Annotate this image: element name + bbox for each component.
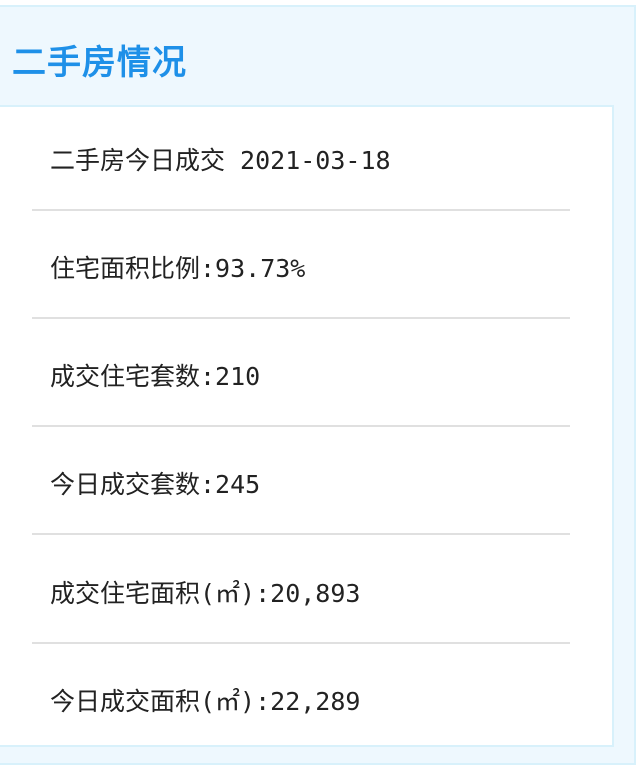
stat-row-residential-units: 成交住宅套数:210 <box>32 319 570 427</box>
stats-box: 二手房今日成交 2021-03-18 住宅面积比例:93.73% 成交住宅套数:… <box>0 105 614 747</box>
stat-row-date: 二手房今日成交 2021-03-18 <box>32 103 570 211</box>
stat-text: 二手房今日成交 2021-03-18 <box>50 146 391 175</box>
stat-row-total-area: 今日成交面积(㎡):22,289 <box>32 644 570 752</box>
stat-row-total-units: 今日成交套数:245 <box>32 427 570 535</box>
stat-text: 成交住宅面积(㎡):20,893 <box>50 579 361 608</box>
panel-title: 二手房情况 <box>12 43 187 83</box>
stat-text: 今日成交套数:245 <box>50 470 261 499</box>
stat-row-residential-area: 成交住宅面积(㎡):20,893 <box>32 536 570 644</box>
stat-text: 今日成交面积(㎡):22,289 <box>50 687 361 716</box>
stat-text: 成交住宅套数:210 <box>50 362 261 391</box>
second-hand-housing-panel: 二手房情况 二手房今日成交 2021-03-18 住宅面积比例:93.73% 成… <box>0 5 636 765</box>
stat-text: 住宅面积比例:93.73% <box>50 254 306 283</box>
stat-row-residential-area-ratio: 住宅面积比例:93.73% <box>32 211 570 319</box>
